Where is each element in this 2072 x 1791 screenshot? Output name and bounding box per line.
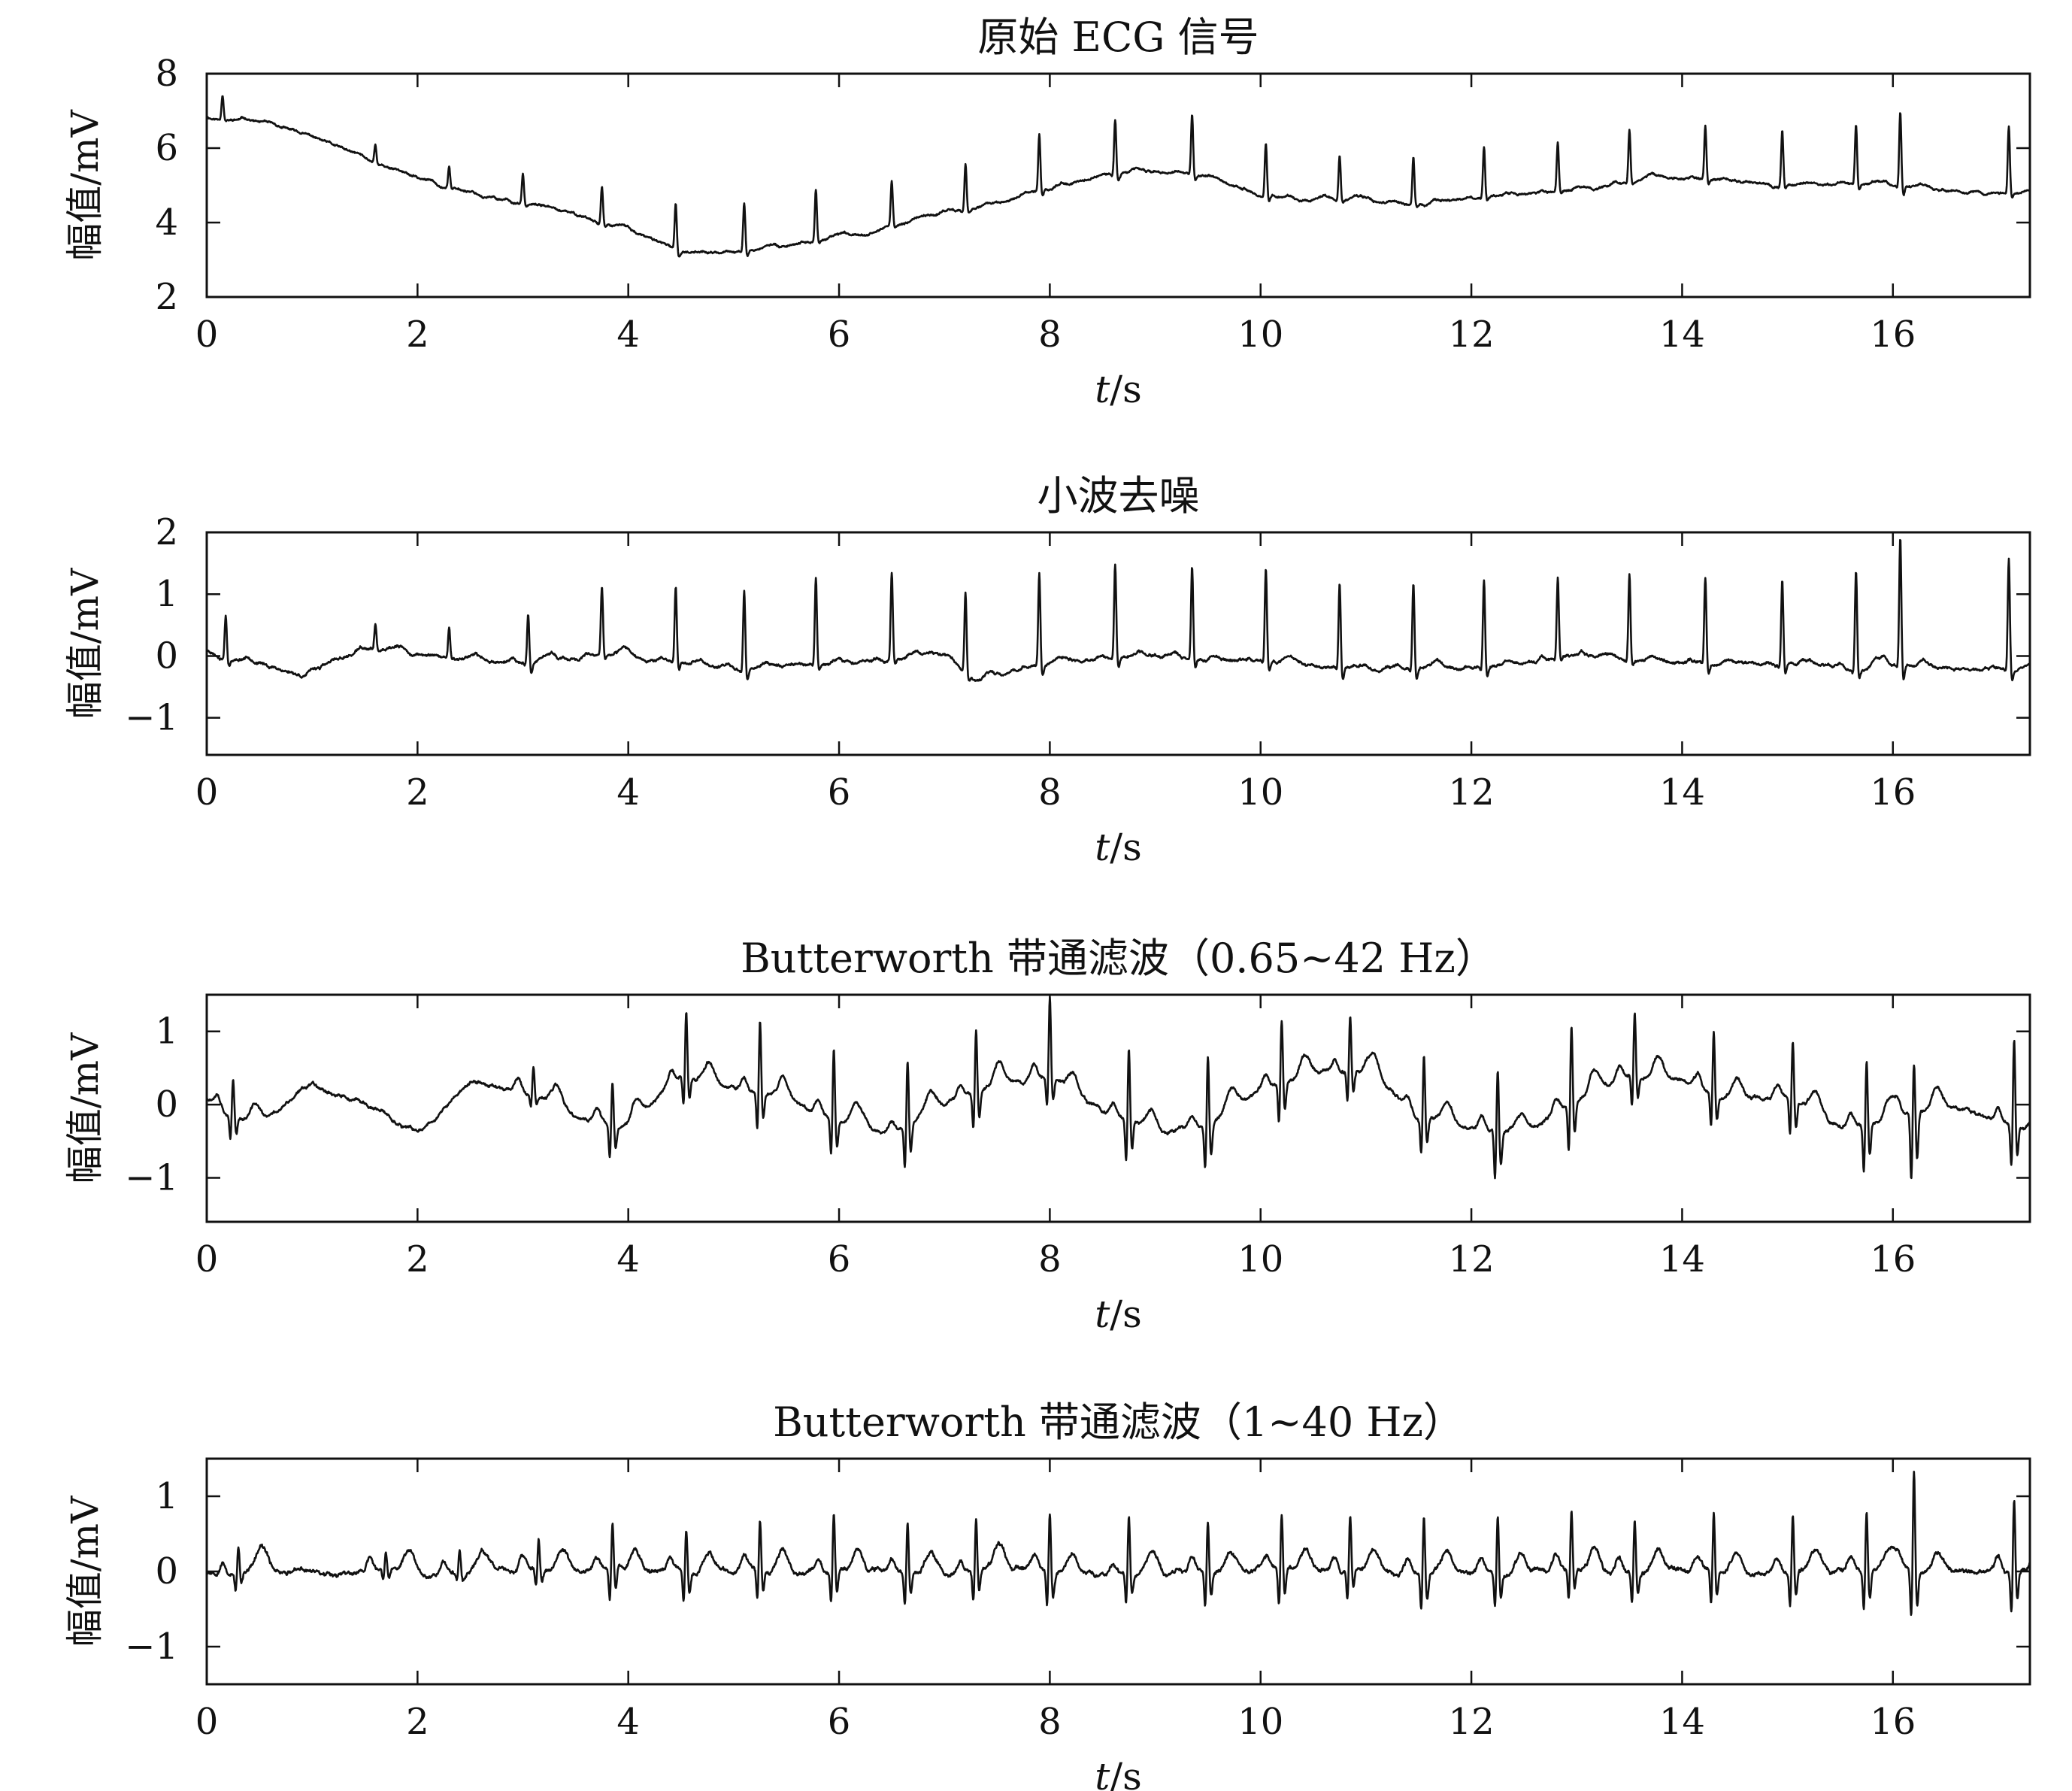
ecg-trace <box>207 538 2030 682</box>
y-tick-label: 0 <box>155 1083 178 1126</box>
x-tick-label: 12 <box>1449 1701 1495 1743</box>
y-axis-label: 幅值/mV <box>63 109 107 260</box>
y-axis-label: 幅值/mV <box>63 568 107 719</box>
plot-frame <box>205 72 2031 298</box>
x-tick-label: 6 <box>828 314 851 356</box>
plot-frame <box>205 993 2031 1223</box>
panel-title: 原始 ECG 信号 <box>977 14 1259 61</box>
y-tick-label: 2 <box>155 276 178 318</box>
x-tick-label: 12 <box>1449 1238 1495 1280</box>
x-axis-label: t/s <box>1095 368 1142 411</box>
x-tick-label: 12 <box>1449 771 1495 814</box>
x-tick-label: 16 <box>1870 1238 1916 1280</box>
x-tick-label: 14 <box>1659 1238 1705 1280</box>
y-axis-label: 幅值/mV <box>63 1496 107 1647</box>
x-tick-label: 0 <box>195 1701 219 1743</box>
panel-title: 小波去噪 <box>1038 472 1200 520</box>
y-tick-label: 0 <box>155 635 178 677</box>
y-tick-label: 6 <box>155 127 178 169</box>
x-tick-label: 14 <box>1659 771 1705 814</box>
x-axis-label: t/s <box>1095 1755 1142 1791</box>
x-tick-label: 16 <box>1870 314 1916 356</box>
y-tick-label: 4 <box>155 202 178 244</box>
x-tick-label: 12 <box>1449 314 1495 356</box>
panel-title: Butterworth 带通滤波（1~40 Hz） <box>773 1399 1464 1446</box>
y-tick-label: −1 <box>125 1626 178 1668</box>
panel-butterworth-065-42: Butterworth 带通滤波（0.65~42 Hz） 幅值/mV t/s 0… <box>63 935 2031 1336</box>
x-tick-label: 0 <box>195 1238 219 1280</box>
x-tick-label: 10 <box>1237 1701 1283 1743</box>
y-tick-label: −1 <box>125 697 178 739</box>
x-tick-label: 2 <box>406 1701 429 1743</box>
x-tick-label: 2 <box>406 771 429 814</box>
panel-butterworth-1-40: Butterworth 带通滤波（1~40 Hz） 幅值/mV t/s 0 2 4 6… <box>63 1399 2031 1791</box>
x-tick-label: 6 <box>828 1701 851 1743</box>
x-tick-label: 10 <box>1237 771 1283 814</box>
y-tick-label: −1 <box>125 1157 178 1199</box>
x-tick-label: 4 <box>616 1701 640 1743</box>
x-tick-label: 16 <box>1870 1701 1916 1743</box>
y-tick-label: 1 <box>155 1011 178 1053</box>
x-tick-label: 6 <box>828 771 851 814</box>
x-axis-label: t/s <box>1095 826 1142 869</box>
x-tick-label: 14 <box>1659 1701 1705 1743</box>
x-tick-label: 8 <box>1038 314 1062 356</box>
x-tick-label: 14 <box>1659 314 1705 356</box>
y-axis-label: 幅值/mV <box>63 1032 107 1183</box>
x-tick-label: 8 <box>1038 1238 1062 1280</box>
x-tick-label: 8 <box>1038 1701 1062 1743</box>
panel-title: Butterworth 带通滤波（0.65~42 Hz） <box>741 935 1496 982</box>
y-tick-label: 1 <box>155 1475 178 1517</box>
ecg-trace <box>207 996 2030 1180</box>
x-tick-label: 4 <box>616 771 640 814</box>
x-tick-label: 0 <box>195 314 219 356</box>
x-tick-label: 8 <box>1038 771 1062 814</box>
y-tick-label: 8 <box>155 53 178 95</box>
ecg-trace <box>207 95 2030 258</box>
x-tick-label: 4 <box>616 1238 640 1280</box>
x-tick-label: 0 <box>195 771 219 814</box>
y-tick-label: 0 <box>155 1550 178 1593</box>
y-tick-label: 1 <box>155 573 178 615</box>
x-tick-label: 10 <box>1237 314 1283 356</box>
plot-frame <box>205 531 2031 756</box>
x-tick-label: 2 <box>406 1238 429 1280</box>
x-tick-label: 16 <box>1870 771 1916 814</box>
x-tick-label: 6 <box>828 1238 851 1280</box>
ecg-trace <box>207 1471 2030 1617</box>
x-tick-label: 2 <box>406 314 429 356</box>
y-tick-label: 2 <box>155 511 178 553</box>
x-tick-label: 4 <box>616 314 640 356</box>
x-axis-label: t/s <box>1095 1292 1142 1336</box>
x-tick-label: 10 <box>1237 1238 1283 1280</box>
